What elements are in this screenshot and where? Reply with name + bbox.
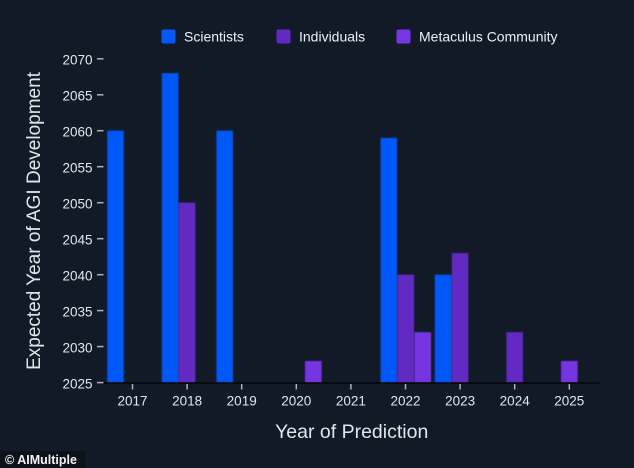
svg-text:2050: 2050 [62,196,92,211]
svg-text:2035: 2035 [62,304,92,319]
svg-text:2025: 2025 [62,376,92,391]
svg-text:2060: 2060 [62,124,92,139]
svg-text:2023: 2023 [445,394,475,409]
svg-text:2070: 2070 [62,53,92,68]
svg-text:Year of Prediction: Year of Prediction [275,421,428,443]
svg-text:2025: 2025 [554,394,584,409]
svg-text:2021: 2021 [336,394,366,409]
svg-text:Individuals: Individuals [299,29,365,45]
svg-text:2017: 2017 [117,394,147,409]
svg-text:Scientists: Scientists [184,29,244,45]
svg-text:2020: 2020 [281,394,311,409]
svg-text:2040: 2040 [62,268,92,283]
svg-text:2055: 2055 [62,160,92,175]
svg-text:2030: 2030 [62,340,92,355]
svg-text:2022: 2022 [390,394,420,409]
svg-text:Expected Year of AGI Developme: Expected Year of AGI Development [24,71,45,370]
svg-text:2024: 2024 [500,394,531,409]
svg-text:2045: 2045 [62,232,92,247]
svg-text:© AIMultiple: © AIMultiple [5,453,77,467]
svg-text:Metaculus Community: Metaculus Community [419,29,558,45]
svg-text:2065: 2065 [62,89,92,104]
svg-text:2019: 2019 [227,394,257,409]
svg-text:2018: 2018 [172,394,202,409]
